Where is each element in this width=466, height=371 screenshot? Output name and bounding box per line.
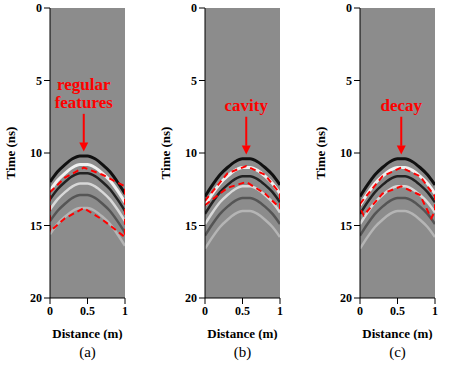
svg-text:5: 5 xyxy=(346,74,352,88)
svg-text:Time (ns): Time (ns) xyxy=(158,127,173,180)
svg-text:1: 1 xyxy=(277,304,283,318)
svg-text:0: 0 xyxy=(36,1,42,15)
svg-text:Distance (m): Distance (m) xyxy=(52,326,122,340)
html-text:(b): (b) xyxy=(233,344,252,360)
html-text:(a): (a) xyxy=(79,344,96,360)
svg-text:0.5: 0.5 xyxy=(80,304,95,318)
svg-text:regularfeatures: regularfeatures xyxy=(55,75,114,112)
svg-text:5: 5 xyxy=(191,74,197,88)
svg-text:15: 15 xyxy=(340,219,352,233)
svg-text:Time (ns): Time (ns) xyxy=(3,127,18,180)
svg-text:20: 20 xyxy=(30,291,42,305)
svg-text:1: 1 xyxy=(432,304,438,318)
svg-text:0: 0 xyxy=(357,304,363,318)
svg-text:0.5: 0.5 xyxy=(235,304,250,318)
svg-text:20: 20 xyxy=(185,291,197,305)
svg-text:Distance (m): Distance (m) xyxy=(207,326,277,340)
svg-text:15: 15 xyxy=(30,219,42,233)
svg-text:20: 20 xyxy=(340,291,352,305)
svg-text:0: 0 xyxy=(346,1,352,15)
svg-text:decay: decay xyxy=(380,96,422,115)
svg-text:Distance (m): Distance (m) xyxy=(362,326,432,340)
svg-text:10: 10 xyxy=(340,146,352,160)
svg-text:0.5: 0.5 xyxy=(390,304,405,318)
svg-text:10: 10 xyxy=(30,146,42,160)
svg-text:cavity: cavity xyxy=(225,96,269,115)
svg-text:1: 1 xyxy=(122,304,128,318)
svg-text:0: 0 xyxy=(202,304,208,318)
svg-text:10: 10 xyxy=(185,146,197,160)
html-text:(c): (c) xyxy=(389,344,406,360)
svg-text:Time (ns): Time (ns) xyxy=(313,127,328,180)
svg-text:15: 15 xyxy=(185,219,197,233)
svg-text:0: 0 xyxy=(47,304,53,318)
svg-text:0: 0 xyxy=(191,1,197,15)
svg-text:5: 5 xyxy=(36,74,42,88)
